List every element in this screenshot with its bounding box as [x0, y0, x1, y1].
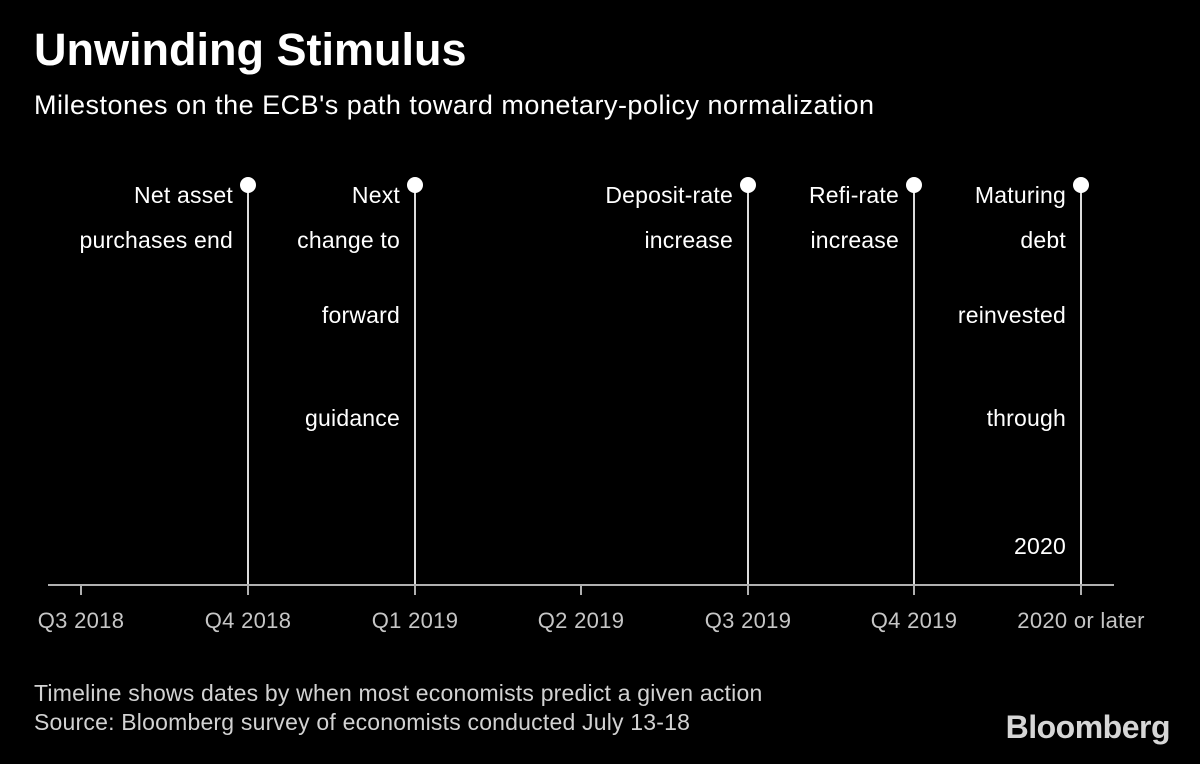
x-axis-tick: [1080, 586, 1082, 595]
milestone-label-line: 2020: [1014, 533, 1066, 559]
x-axis-tick: [580, 586, 582, 595]
milestone-marker-dot: [240, 177, 256, 193]
footnote: Timeline shows dates by when most econom…: [34, 680, 763, 706]
milestone-line: [1080, 186, 1082, 584]
milestone-marker-dot: [1073, 177, 1089, 193]
milestone-line: [747, 186, 749, 584]
milestone-line: [913, 186, 915, 584]
x-axis-tick-label: Q4 2019: [870, 608, 958, 633]
x-axis-tick: [80, 586, 82, 595]
milestone-label-line: reinvested: [957, 302, 1066, 328]
milestone-label-line: through: [986, 405, 1066, 431]
chart-title: Unwinding Stimulus: [34, 24, 467, 75]
x-axis-tick: [247, 586, 249, 595]
milestone-label-line: purchases end: [79, 227, 233, 253]
milestone-label-line: debt: [1020, 227, 1066, 253]
milestone-label-line: increase: [644, 227, 733, 253]
milestone-label-line: forward: [321, 302, 400, 328]
x-axis-tick-label: Q2 2019: [537, 608, 625, 633]
milestone-label-line: change to: [297, 227, 400, 253]
x-axis-tick: [747, 586, 749, 595]
milestone-line: [414, 186, 416, 584]
milestone-label-line: Refi-rate: [809, 182, 899, 208]
x-axis-tick-label: Q1 2019: [371, 608, 459, 633]
x-axis-tick-label: 2020 or later: [1017, 608, 1145, 633]
x-axis-tick: [913, 586, 915, 595]
milestone-label-line: increase: [810, 227, 899, 253]
milestone-label-line: Maturing: [974, 182, 1066, 208]
milestone-marker-dot: [906, 177, 922, 193]
source-note: Source: Bloomberg survey of economists c…: [34, 709, 691, 735]
chart-subtitle: Milestones on the ECB's path toward mone…: [34, 90, 875, 120]
milestone-line: [247, 186, 249, 584]
x-axis-tick-label: Q3 2018: [37, 608, 125, 633]
x-axis-line: [48, 584, 1114, 586]
x-axis-tick: [414, 586, 416, 595]
milestone-marker-dot: [407, 177, 423, 193]
milestone-label-line: Net asset: [134, 182, 233, 208]
milestone-label-line: Deposit-rate: [605, 182, 733, 208]
bloomberg-logo: Bloomberg: [1005, 709, 1171, 745]
milestone-label-line: Next: [351, 182, 400, 208]
milestone-label-line: guidance: [305, 405, 400, 431]
x-axis-tick-label: Q3 2019: [704, 608, 792, 633]
milestone-marker-dot: [740, 177, 756, 193]
x-axis-tick-label: Q4 2018: [204, 608, 292, 633]
